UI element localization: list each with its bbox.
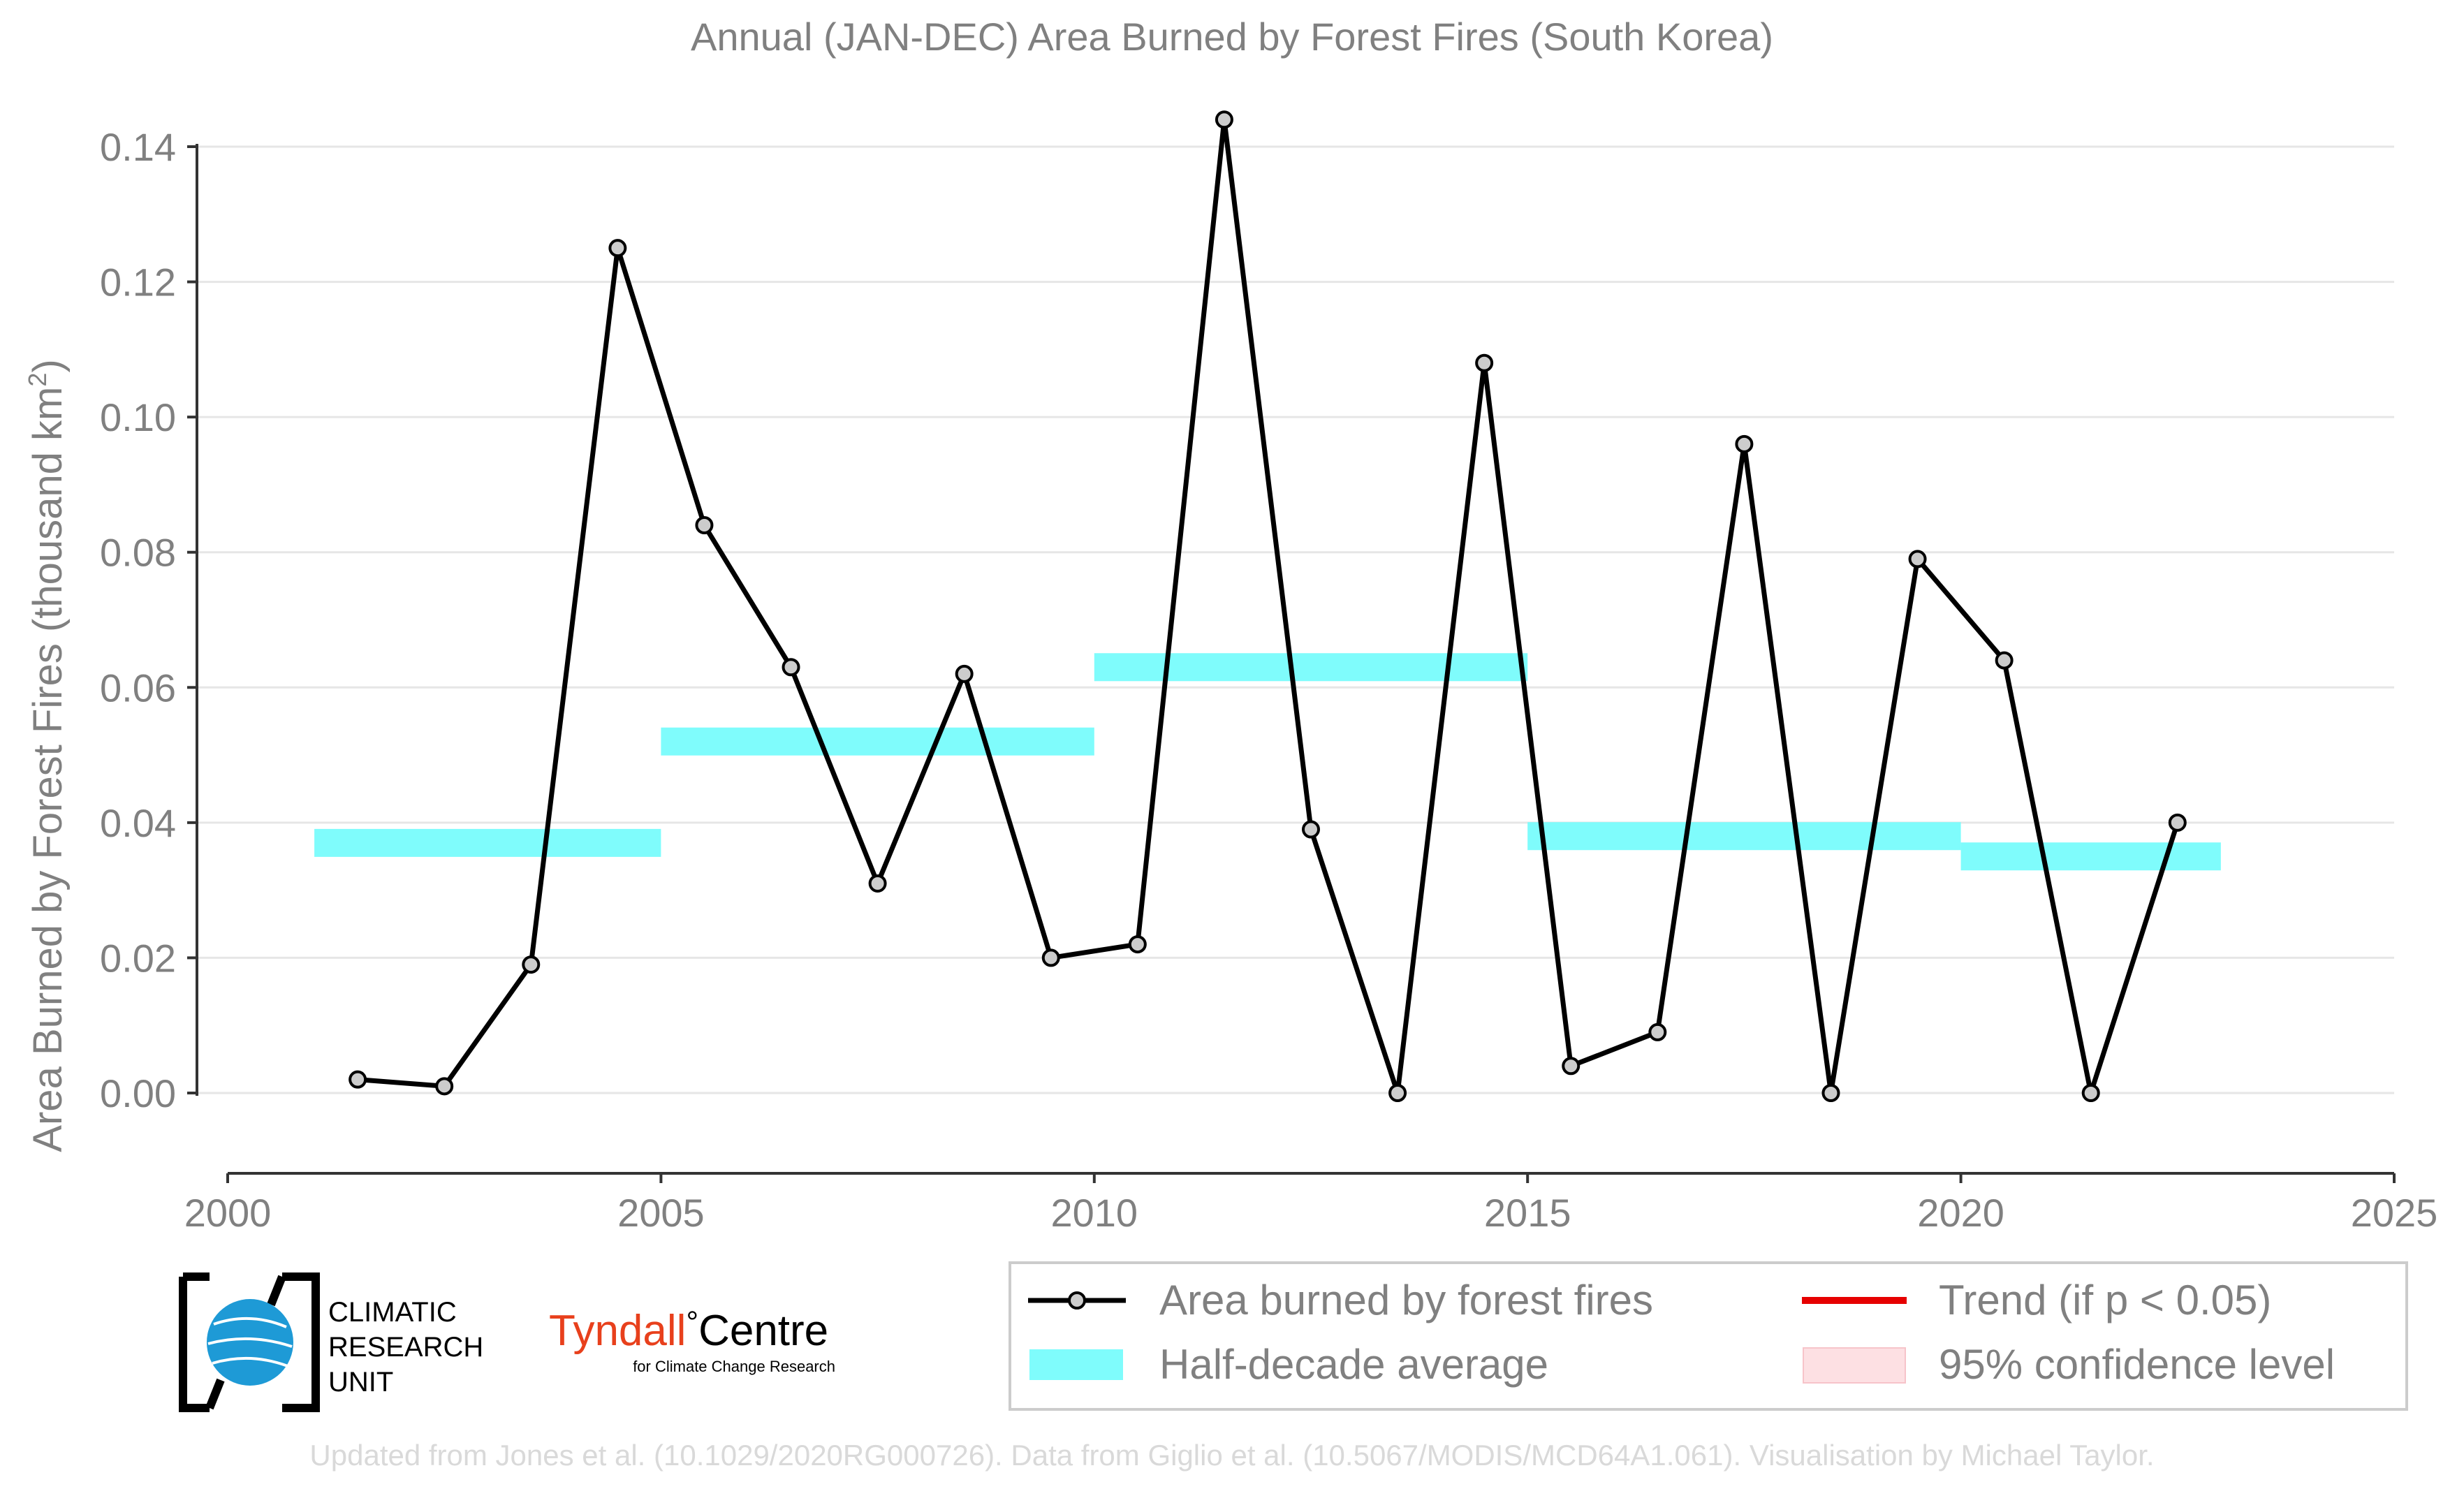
legend-label-half-decade: Half-decade average (1159, 1341, 1548, 1388)
y-axis-label-sup: 2 (23, 373, 52, 387)
cru-logo-text-2: RESEARCH (328, 1332, 483, 1363)
y-tick-label-5: 0.10 (100, 395, 176, 439)
footer-credit: Updated from Jones et al. (10.1029/2020R… (309, 1439, 2154, 1472)
y-tick-label-3: 0.06 (100, 666, 176, 710)
data-point (1562, 1057, 1581, 1076)
tyndall-logo-name: Tyndall (549, 1307, 686, 1355)
data-point (435, 1077, 454, 1096)
legend-item-trend: Trend (if p < 0.05) (1802, 1277, 2271, 1323)
data-point (1302, 820, 1320, 839)
data-point (1388, 1084, 1407, 1102)
data-point (955, 664, 974, 683)
data-point (522, 955, 541, 974)
data-point (2081, 1084, 2100, 1102)
series-line (357, 117, 2180, 1096)
y-tick-label-7: 0.14 (100, 125, 176, 169)
x-tick-label-0: 2000 (184, 1191, 272, 1235)
svg-text:Tyndall°Centre: Tyndall°Centre (549, 1305, 828, 1355)
series-area-burned (349, 110, 2187, 1102)
x-tick-label-5: 2025 (2351, 1191, 2438, 1235)
y-axis-label: Area Burned by Forest Fires (thousand km… (23, 359, 71, 1152)
tyndall-logo-centre: Centre (698, 1307, 828, 1355)
cru-logo-text-3: UNIT (328, 1367, 393, 1398)
legend-item-confidence: 95% confidence level (1803, 1341, 2335, 1388)
legend: Area burned by forest fires Trend (if p … (1009, 1261, 2408, 1411)
x-tick-label-4: 2020 (1917, 1191, 2004, 1235)
data-point (349, 1070, 367, 1089)
y-tick-label-0: 0.00 (100, 1071, 176, 1115)
data-point (1215, 110, 1233, 129)
chart-title: Annual (JAN-DEC) Area Burned by Forest F… (691, 15, 1773, 59)
x-tick-label-1: 2005 (617, 1191, 705, 1235)
tyndall-logo: Tyndall°Centre for Climate Change Resear… (549, 1305, 835, 1375)
half-decade-bar-4 (1960, 842, 2221, 871)
legend-label-series: Area burned by forest fires (1159, 1277, 1653, 1323)
data-point (1735, 434, 1754, 453)
data-point (1128, 935, 1147, 954)
legend-label-confidence: 95% confidence level (1939, 1341, 2335, 1388)
legend-item-series: Area burned by forest fires (1028, 1277, 1653, 1323)
data-point (1908, 550, 1927, 569)
y-tick-label-2: 0.04 (100, 801, 176, 845)
tyndall-logo-sub: for Climate Change Research (633, 1358, 835, 1375)
data-point (1041, 948, 1060, 967)
y-axis-label-close: ) (25, 359, 71, 372)
cru-logo-text-1: CLIMATIC (328, 1297, 457, 1328)
data-point (1995, 651, 2014, 670)
data-point (1821, 1084, 1840, 1102)
half-decade-bar-0 (314, 828, 661, 857)
data-point (695, 516, 714, 534)
legend-item-half-decade: Half-decade average (1029, 1341, 1548, 1388)
data-point (1475, 353, 1494, 372)
y-tick-label-4: 0.08 (100, 531, 176, 575)
x-tick-label-2: 2010 (1051, 1191, 1138, 1235)
cru-logo: CLIMATIC RESEARCH UNIT (179, 1272, 483, 1412)
half-decade-bar-2 (1094, 653, 1528, 682)
data-point (2168, 813, 2187, 832)
x-axis: 2000 2005 2010 2015 2020 2025 (184, 1172, 2438, 1235)
half-decade-bar-1 (661, 727, 1094, 756)
y-tick-label-6: 0.12 (100, 261, 176, 305)
y-axis: 0.00 0.02 0.04 0.06 0.08 0.10 0.12 0.14 (100, 125, 198, 1115)
data-point (782, 658, 800, 677)
data-point (1648, 1022, 1667, 1041)
half-decade-average-bars (314, 653, 2221, 871)
data-point (868, 874, 887, 893)
x-tick-label-3: 2015 (1484, 1191, 1571, 1235)
half-decade-bar-3 (1527, 822, 1961, 851)
legend-box (1009, 1261, 2408, 1411)
y-axis-label-main: Area Burned by Forest Fires (thousand km (25, 387, 71, 1152)
tyndall-logo-degree: ° (686, 1305, 698, 1340)
data-point (608, 239, 627, 258)
y-tick-label-1: 0.02 (100, 936, 176, 980)
legend-label-trend: Trend (if p < 0.05) (1939, 1277, 2271, 1323)
